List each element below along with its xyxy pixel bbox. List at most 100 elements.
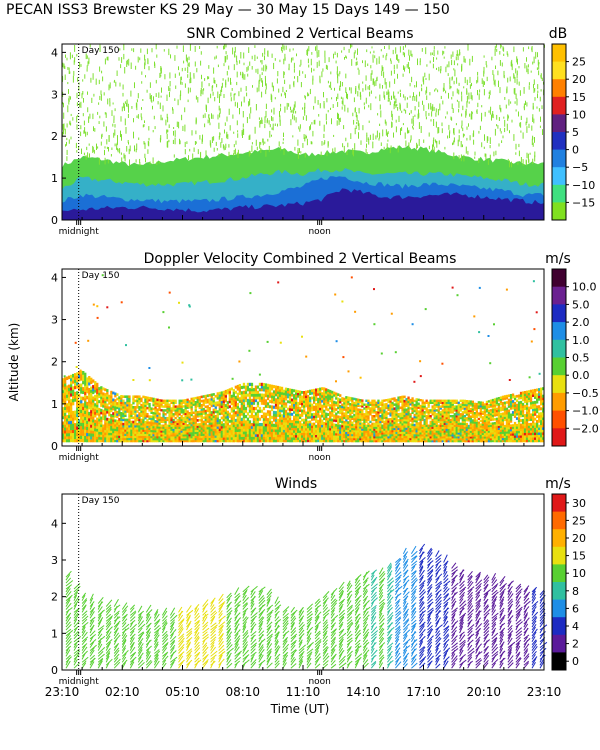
snr-echo-mark — [466, 126, 468, 130]
snr-echo-mark — [136, 99, 138, 103]
doppler-cell — [216, 392, 219, 396]
snr-echo-mark — [420, 126, 422, 133]
snr-echo-mark — [154, 126, 156, 130]
snr-echo-mark — [145, 157, 146, 163]
doppler-cell — [206, 398, 209, 402]
snr-echo-mark — [117, 139, 118, 145]
doppler-cell — [220, 434, 223, 438]
doppler-cell — [325, 439, 328, 443]
doppler-cell — [134, 410, 137, 413]
snr-echo-mark — [183, 60, 185, 64]
doppler-cell — [174, 409, 177, 412]
doppler-cell — [371, 407, 374, 410]
doppler-cell — [244, 406, 248, 411]
doppler-cell — [313, 417, 316, 421]
doppler-cell — [383, 405, 386, 408]
doppler-cell — [154, 416, 157, 419]
doppler-cell — [365, 426, 368, 429]
snr-echo-mark — [228, 144, 230, 148]
snr-echo-mark — [261, 91, 263, 98]
doppler-cell — [198, 439, 201, 443]
doppler-cell — [210, 417, 213, 421]
snr-echo-mark — [494, 79, 496, 87]
snr-echo-mark — [409, 95, 411, 98]
doppler-cell — [76, 422, 79, 427]
doppler-cell — [72, 395, 75, 400]
doppler-cell — [220, 412, 223, 415]
doppler-cell — [118, 396, 121, 399]
snr-echo-mark — [462, 133, 464, 138]
doppler-cell — [116, 406, 119, 410]
doppler-cell — [184, 416, 187, 419]
doppler-cell — [379, 422, 382, 425]
doppler-cell — [238, 433, 241, 437]
doppler-cell — [106, 410, 109, 414]
doppler-cell — [214, 428, 217, 432]
doppler-cell — [222, 432, 225, 436]
snr-echo-mark — [345, 55, 347, 58]
doppler-cell — [80, 422, 83, 427]
snr-echo-mark — [328, 57, 330, 63]
doppler-cell — [198, 414, 201, 418]
doppler-cell — [186, 410, 189, 413]
snr-echo-mark — [433, 46, 435, 50]
doppler-cell — [94, 411, 97, 415]
doppler-cell — [168, 418, 171, 422]
doppler-cell — [138, 431, 141, 434]
doppler-cell — [407, 404, 410, 408]
snr-echo-mark — [435, 121, 437, 128]
doppler-cell — [142, 439, 145, 443]
snr-echo-mark — [273, 62, 275, 70]
doppler-cell — [224, 389, 227, 393]
doppler-cell — [375, 428, 378, 431]
snr-echo-mark — [200, 60, 202, 66]
snr-echo-mark — [292, 113, 294, 120]
doppler-cell — [148, 405, 151, 408]
snr-echo-mark — [471, 82, 472, 87]
snr-echo-mark — [402, 51, 404, 56]
snr-echo-mark — [318, 50, 320, 57]
doppler-cell — [234, 390, 237, 394]
doppler-cell — [94, 381, 97, 385]
snr-echo-mark — [416, 144, 418, 148]
doppler-cell — [395, 423, 398, 426]
doppler-cell — [353, 435, 356, 439]
doppler-cell — [309, 430, 312, 433]
doppler-cell — [361, 412, 364, 416]
doppler-cell — [98, 418, 101, 422]
snr-echo-mark — [124, 118, 126, 126]
doppler-cell — [196, 413, 199, 416]
doppler-cell — [385, 422, 388, 425]
doppler-cell — [379, 409, 382, 412]
doppler-cell — [297, 394, 300, 398]
doppler-cell — [180, 399, 183, 402]
doppler-cell — [136, 399, 139, 403]
doppler-cell — [98, 420, 101, 424]
doppler-cell — [124, 422, 127, 426]
doppler-cell — [74, 426, 77, 430]
doppler-cell — [359, 439, 362, 443]
snr-echo-mark — [228, 151, 230, 158]
doppler-cell — [305, 411, 308, 415]
doppler-cell — [323, 392, 326, 396]
snr-echo-mark — [217, 64, 219, 68]
doppler-cell — [389, 402, 392, 405]
doppler-cell — [186, 418, 189, 421]
doppler-cell — [110, 414, 113, 417]
doppler-cell — [94, 422, 97, 426]
snr-echo-mark — [224, 129, 225, 134]
doppler-cell — [321, 419, 324, 423]
doppler-cell — [321, 414, 324, 418]
doppler-cell — [178, 401, 181, 404]
doppler-cell — [405, 400, 408, 403]
doppler-cell — [311, 406, 314, 409]
snr-echo-mark — [316, 45, 318, 51]
doppler-cell — [266, 402, 270, 406]
doppler-cell — [154, 427, 157, 431]
snr-echo-mark — [537, 93, 538, 99]
doppler-cell — [108, 432, 111, 436]
doppler-cell — [218, 391, 221, 395]
doppler-cell — [176, 430, 179, 433]
snr-echo-mark — [449, 130, 451, 134]
